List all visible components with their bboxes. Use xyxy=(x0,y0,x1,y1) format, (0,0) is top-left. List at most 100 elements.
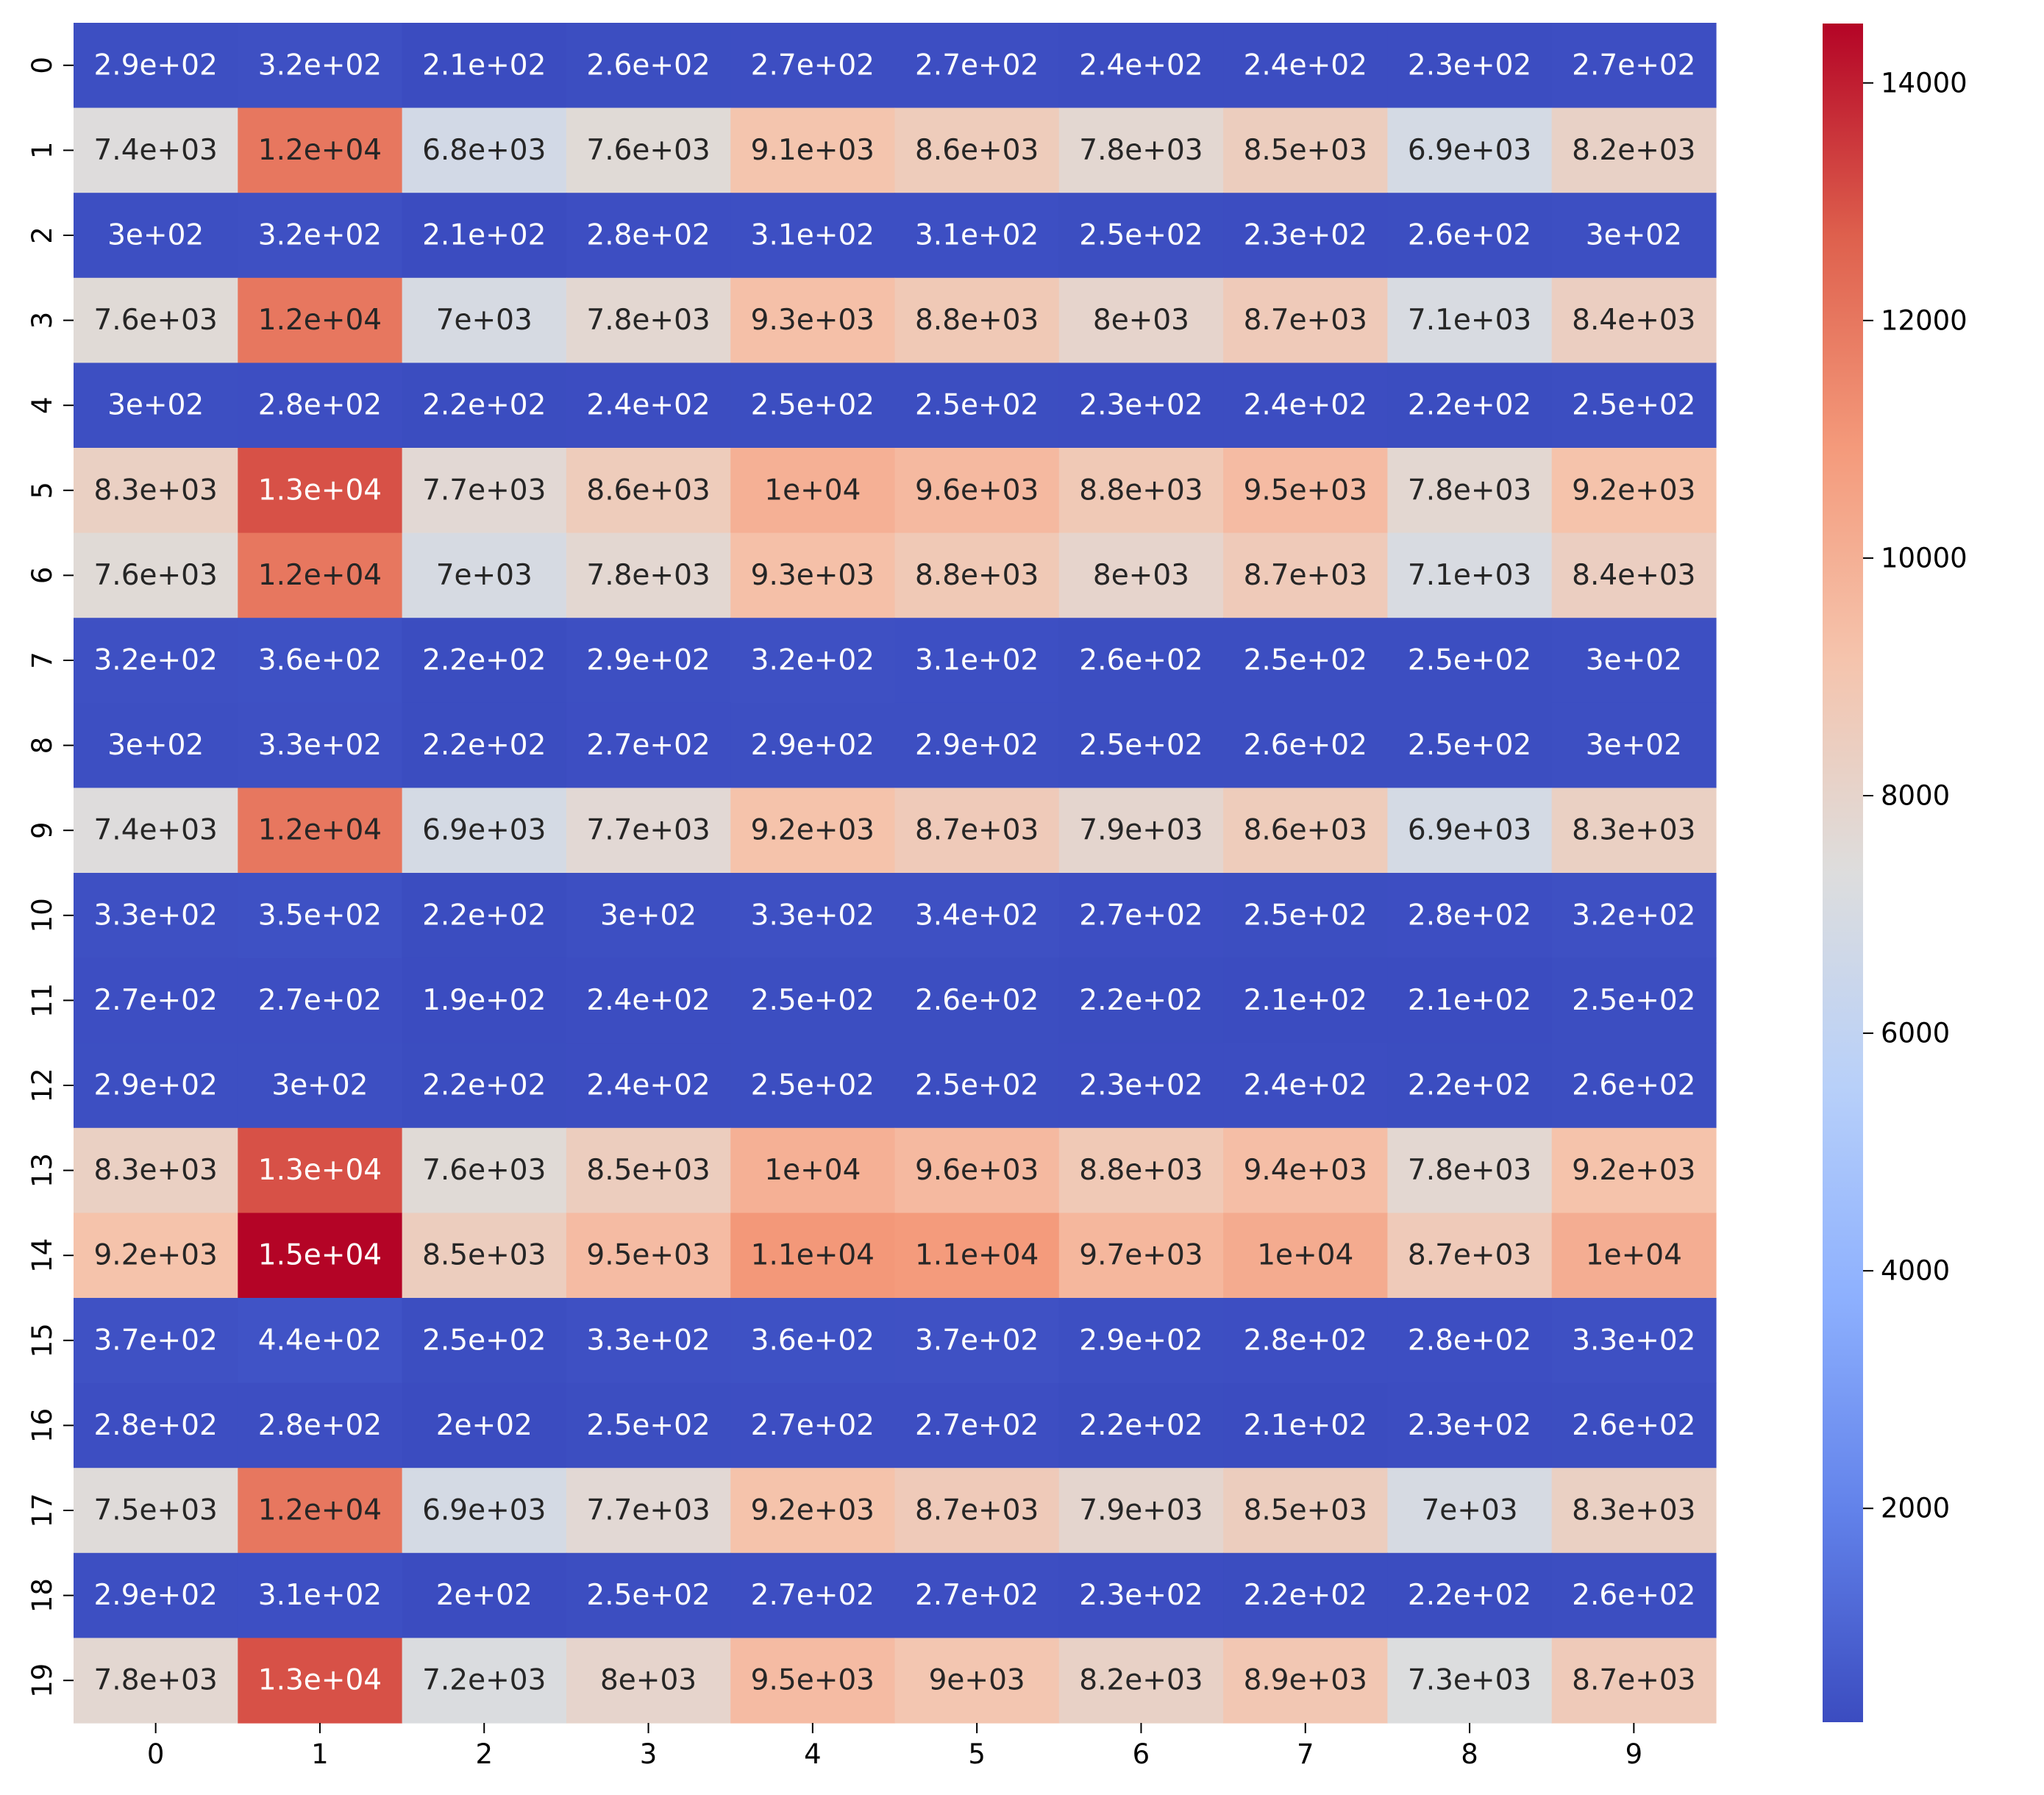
colorbar-tick-label-3: 8000 xyxy=(1881,780,1950,812)
cell-value-label-r2-c6: 2.5e+02 xyxy=(1079,219,1203,252)
cell-value-label-r17-c6: 7.9e+03 xyxy=(1079,1494,1203,1527)
heatmap-cell-r18-c0 xyxy=(74,1552,238,1638)
cell-value-label-r9-c6: 7.9e+03 xyxy=(1079,814,1203,847)
heatmap-cell-r3-c7 xyxy=(1223,277,1388,363)
heatmap-cell-r10-c4 xyxy=(730,873,896,959)
cell-value-label-r10-c7: 2.5e+02 xyxy=(1244,899,1367,932)
cell-value-label-r12-c4: 2.5e+02 xyxy=(751,1069,875,1102)
heatmap-cell-r10-c0 xyxy=(74,873,238,959)
cell-value-label-r2-c8: 2.6e+02 xyxy=(1408,219,1531,252)
cell-value-label-r14-c4: 1.1e+04 xyxy=(751,1239,875,1272)
y-tick-label-1: 1 xyxy=(26,142,58,160)
heatmap-cell-r7-c1 xyxy=(238,618,403,704)
y-tick-label-4: 4 xyxy=(26,396,58,414)
cell-value-label-r18-c1: 3.1e+02 xyxy=(258,1579,382,1612)
heatmap-cell-r10-c1 xyxy=(238,873,403,959)
cell-value-label-r2-c1: 3.2e+02 xyxy=(258,219,382,252)
heatmap-cell-r7-c3 xyxy=(566,618,731,704)
heatmap-cell-r14-c0 xyxy=(74,1213,238,1299)
cell-value-label-r8-c6: 2.5e+02 xyxy=(1079,729,1203,762)
cell-value-label-r6-c5: 8.8e+03 xyxy=(915,559,1039,592)
cell-value-label-r12-c6: 2.3e+02 xyxy=(1079,1069,1203,1102)
cell-value-label-r6-c7: 8.7e+03 xyxy=(1244,559,1367,592)
heatmap-cell-r4-c4 xyxy=(730,363,896,449)
heatmap-cell-r17-c3 xyxy=(566,1468,731,1554)
heatmap-cell-r19-c4 xyxy=(730,1638,896,1724)
heatmap-cell-r15-c8 xyxy=(1387,1298,1553,1384)
cell-value-label-r9-c0: 7.4e+03 xyxy=(93,814,217,847)
cell-value-label-r19-c9: 8.7e+03 xyxy=(1572,1664,1695,1697)
cell-value-label-r15-c2: 2.5e+02 xyxy=(422,1324,546,1357)
cell-value-label-r3-c5: 8.8e+03 xyxy=(915,304,1039,337)
cell-value-label-r1-c4: 9.1e+03 xyxy=(751,134,875,167)
cell-value-label-r13-c2: 7.6e+03 xyxy=(422,1154,546,1187)
heatmap-cell-r16-c9 xyxy=(1551,1382,1717,1469)
cell-value-label-r2-c0: 3e+02 xyxy=(107,219,204,252)
cell-value-label-r2-c3: 2.8e+02 xyxy=(586,219,710,252)
heatmap-cell-r18-c7 xyxy=(1223,1552,1388,1638)
heatmap-cell-r11-c5 xyxy=(894,957,1060,1043)
heatmap-cell-r11-c2 xyxy=(402,957,567,1043)
heatmap-cell-r0-c1 xyxy=(238,23,403,109)
heatmap-cell-r13-c7 xyxy=(1223,1127,1388,1213)
cell-value-label-r0-c3: 2.6e+02 xyxy=(586,49,710,82)
heatmap-cell-r18-c4 xyxy=(730,1552,896,1638)
heatmap-cell-r1-c6 xyxy=(1058,107,1224,193)
cell-value-label-r7-c8: 2.5e+02 xyxy=(1408,644,1531,677)
cell-value-label-r14-c1: 1.5e+04 xyxy=(258,1239,382,1272)
y-tick-label-6: 6 xyxy=(26,567,58,585)
cell-value-label-r6-c4: 9.3e+03 xyxy=(751,559,875,592)
cell-value-label-r4-c7: 2.4e+02 xyxy=(1244,389,1367,422)
heatmap-cell-r19-c0 xyxy=(74,1638,238,1724)
y-tick-label-17: 17 xyxy=(26,1493,58,1527)
cell-value-label-r15-c6: 2.9e+02 xyxy=(1079,1324,1203,1357)
heatmap-cell-r10-c2 xyxy=(402,873,567,959)
cell-value-label-r5-c3: 8.6e+03 xyxy=(586,474,710,507)
heatmap-cell-r8-c6 xyxy=(1058,702,1224,788)
heatmap-cell-r15-c6 xyxy=(1058,1298,1224,1384)
cell-value-label-r12-c0: 2.9e+02 xyxy=(93,1069,217,1102)
cell-value-label-r15-c1: 4.4e+02 xyxy=(258,1324,382,1357)
cell-value-label-r7-c0: 3.2e+02 xyxy=(93,644,217,677)
heatmap-cell-r3-c4 xyxy=(730,277,896,363)
heatmap-cell-r12-c6 xyxy=(1058,1043,1224,1129)
cell-value-label-r18-c0: 2.9e+02 xyxy=(93,1579,217,1612)
cell-value-label-r12-c2: 2.2e+02 xyxy=(422,1069,546,1102)
cell-value-label-r17-c4: 9.2e+03 xyxy=(751,1494,875,1527)
heatmap-cell-r9-c7 xyxy=(1223,788,1388,874)
cell-value-label-r6-c1: 1.2e+04 xyxy=(258,559,382,592)
heatmap-cell-r4-c8 xyxy=(1387,363,1553,449)
heatmap-cell-r2-c9 xyxy=(1551,193,1717,279)
cell-value-label-r19-c5: 9e+03 xyxy=(929,1664,1025,1697)
y-tick-label-3: 3 xyxy=(26,312,58,329)
heatmap-cell-r4-c3 xyxy=(566,363,731,449)
heatmap-cell-r14-c3 xyxy=(566,1213,731,1299)
heatmap-cell-r3-c0 xyxy=(74,277,238,363)
heatmap-cell-r17-c0 xyxy=(74,1468,238,1554)
cell-value-label-r17-c9: 8.3e+03 xyxy=(1572,1494,1695,1527)
cell-value-label-r5-c0: 8.3e+03 xyxy=(93,474,217,507)
y-tick-label-16: 16 xyxy=(26,1408,58,1443)
cell-value-label-r14-c6: 9.7e+03 xyxy=(1079,1239,1203,1272)
heatmap-cell-r0-c0 xyxy=(74,23,238,109)
heatmap-cell-r13-c8 xyxy=(1387,1127,1553,1213)
heatmap-cell-r4-c2 xyxy=(402,363,567,449)
cell-value-label-r4-c0: 3e+02 xyxy=(107,389,204,422)
heatmap-cell-r3-c3 xyxy=(566,277,731,363)
cell-value-label-r16-c1: 2.8e+02 xyxy=(258,1409,382,1442)
cell-value-label-r2-c7: 2.3e+02 xyxy=(1244,219,1367,252)
cell-value-label-r14-c7: 1e+04 xyxy=(1257,1239,1353,1272)
cell-value-label-r17-c2: 6.9e+03 xyxy=(422,1494,546,1527)
heatmap-cell-r9-c3 xyxy=(566,788,731,874)
heatmap-cell-r19-c8 xyxy=(1387,1638,1553,1724)
cell-value-label-r2-c5: 3.1e+02 xyxy=(915,219,1039,252)
cell-value-label-r19-c7: 8.9e+03 xyxy=(1244,1664,1367,1697)
cell-value-label-r5-c5: 9.6e+03 xyxy=(915,474,1039,507)
y-tick-label-15: 15 xyxy=(26,1323,58,1357)
heatmap-cell-r15-c7 xyxy=(1223,1298,1388,1384)
cell-value-label-r3-c1: 1.2e+04 xyxy=(258,304,382,337)
heatmap-cell-r2-c4 xyxy=(730,193,896,279)
heatmap-cell-r1-c3 xyxy=(566,107,731,193)
heatmap-cell-r5-c0 xyxy=(74,448,238,534)
heatmap-cell-r5-c4 xyxy=(730,448,896,534)
